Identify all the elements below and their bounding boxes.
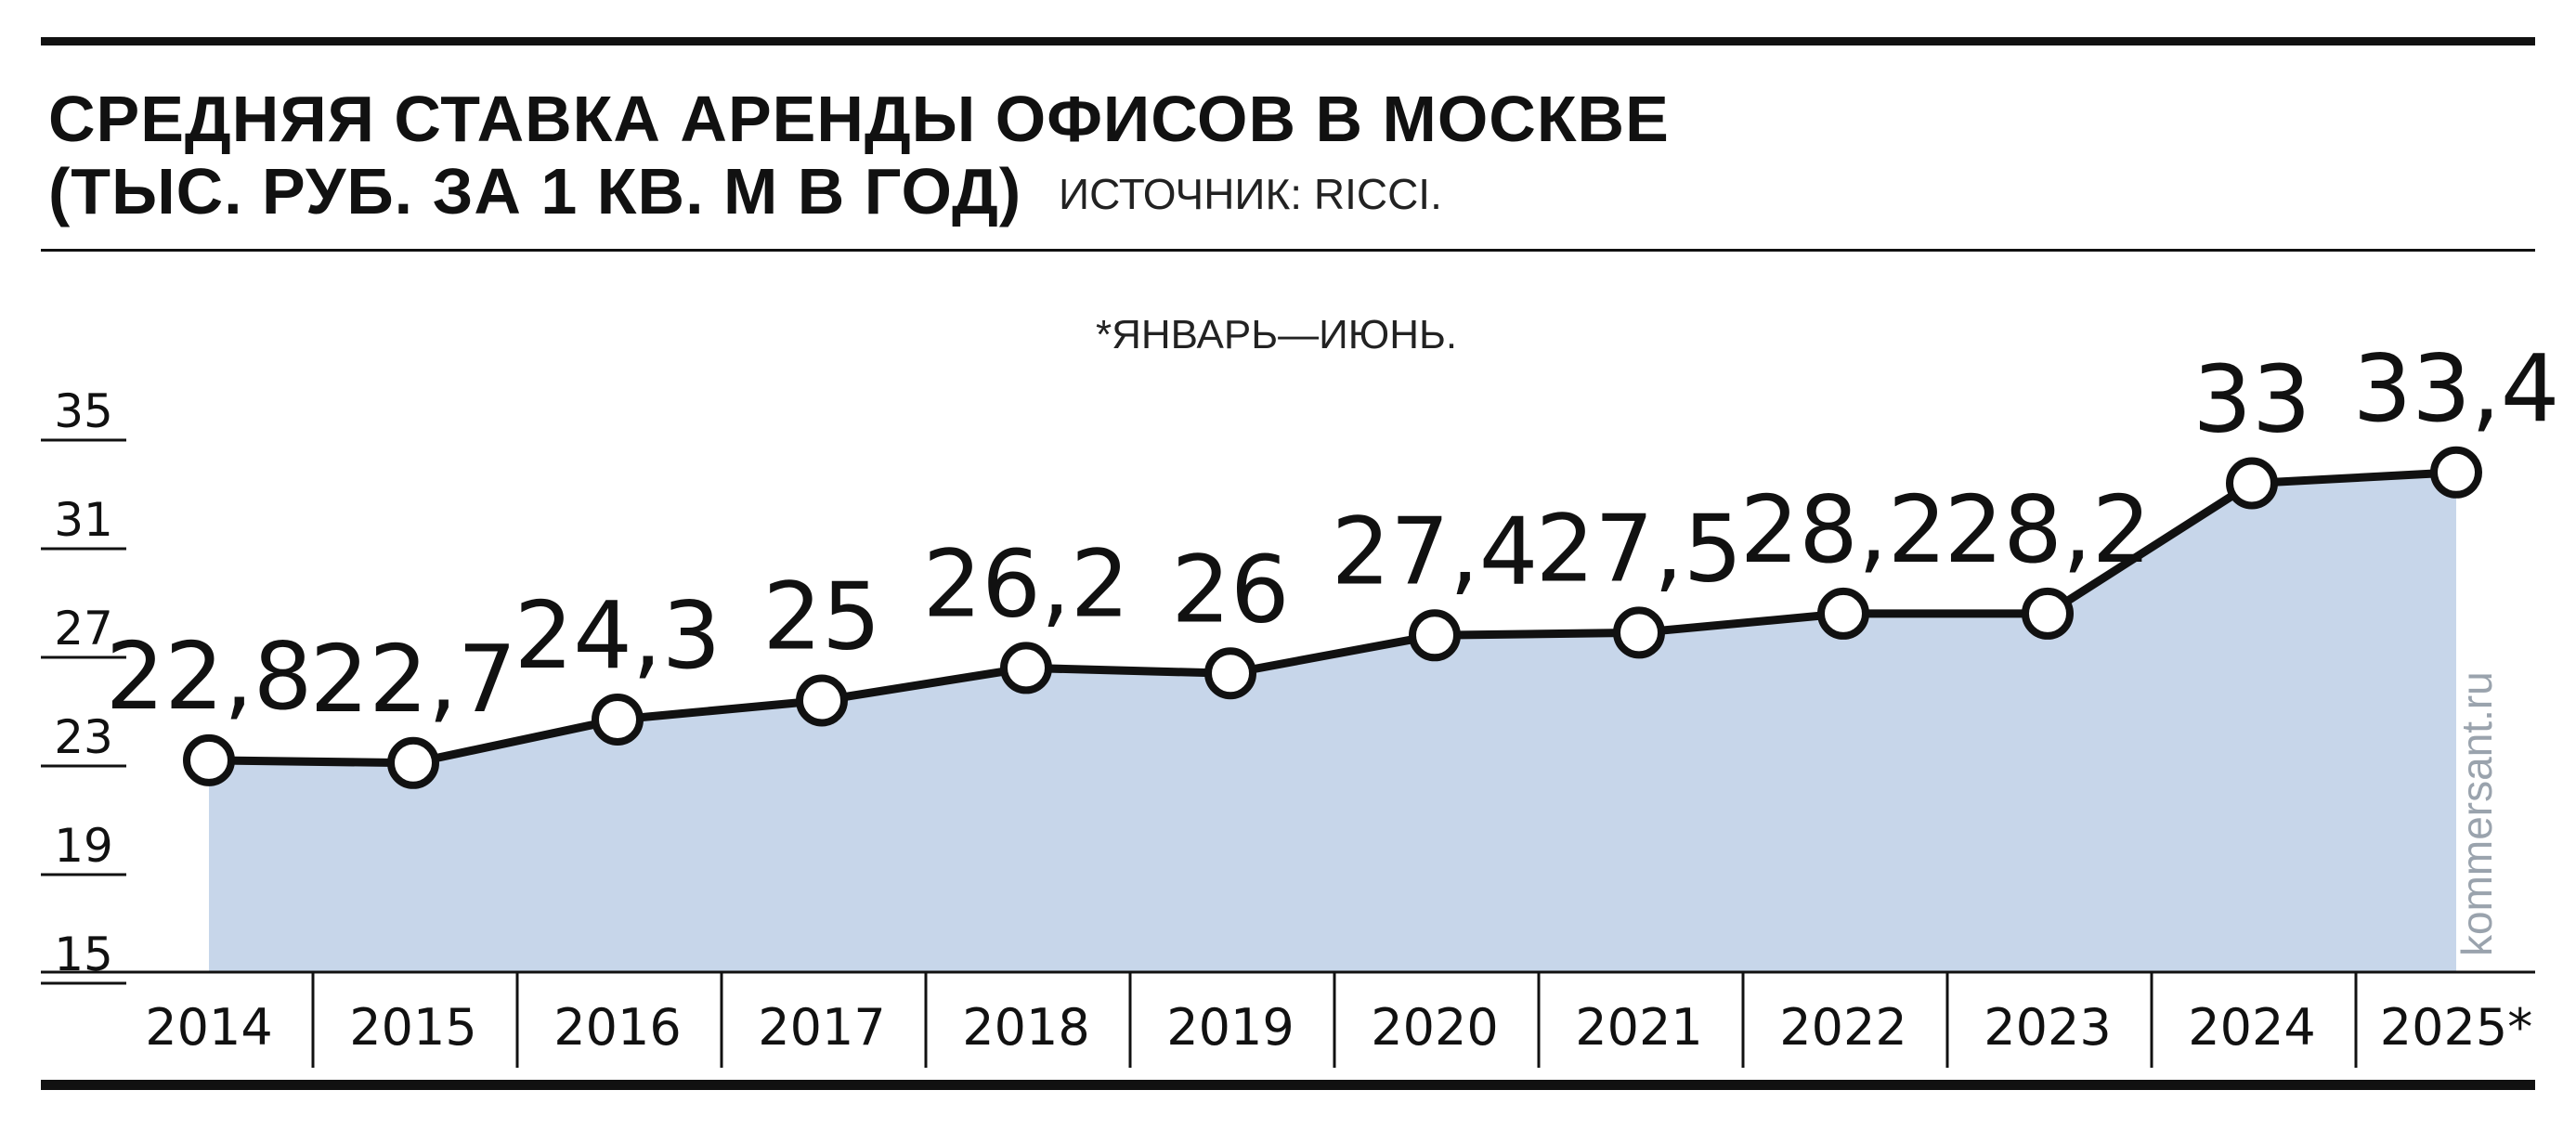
data-label: 27,5 xyxy=(1536,494,1743,603)
data-point xyxy=(1817,587,1869,640)
data-label: 22,8 xyxy=(106,622,313,731)
x-tick-label: 2020 xyxy=(1371,998,1498,1057)
x-tick-label: 2015 xyxy=(349,998,476,1057)
header-rule xyxy=(41,249,2535,252)
data-label: 33 xyxy=(2192,345,2310,454)
data-point xyxy=(1000,642,1052,694)
data-label: 22,7 xyxy=(310,625,517,733)
x-tick-label: 2023 xyxy=(1984,998,2111,1057)
series-line xyxy=(208,468,2457,768)
y-tick-label: 27 xyxy=(54,602,113,655)
watermark: kommersant.ru xyxy=(2452,671,2501,956)
chart-title-line-1: СРЕДНЯЯ СТАВКА АРЕНДЫ ОФИСОВ В МОСКВЕ xyxy=(48,83,1670,155)
footnote: *ЯНВАРЬ—ИЮНЬ. xyxy=(1096,312,1458,357)
x-tick-label: 2025* xyxy=(2380,998,2532,1057)
bottom-rule xyxy=(41,1080,2535,1090)
data-point xyxy=(2022,587,2074,640)
x-tick-label: 2018 xyxy=(962,998,1089,1057)
source-note: ИСТОЧНИК: RICCI. xyxy=(1059,170,1442,218)
data-point xyxy=(796,674,848,727)
x-tick-label: 2021 xyxy=(1575,998,1702,1057)
y-tick-label: 35 xyxy=(54,384,113,438)
top-rule xyxy=(41,37,2535,45)
data-point xyxy=(1613,606,1665,659)
data-point xyxy=(1409,609,1461,662)
x-tick-label: 2017 xyxy=(758,998,885,1057)
area-fill xyxy=(209,472,2456,972)
chart-title-line-2: (ТЫС. РУБ. ЗА 1 КВ. М В ГОД) xyxy=(48,155,1022,227)
data-point xyxy=(387,736,439,789)
data-point xyxy=(592,693,644,746)
x-tick-label: 2022 xyxy=(1779,998,1906,1057)
data-point xyxy=(183,733,235,786)
data-label: 26,2 xyxy=(923,529,1130,638)
x-tick-label: 2014 xyxy=(145,998,272,1057)
data-label: 24,3 xyxy=(514,581,722,690)
data-point xyxy=(2226,457,2278,510)
x-tick-label: 2024 xyxy=(2188,998,2315,1057)
data-label: 33,4 xyxy=(2353,334,2560,443)
data-label: 28,2 xyxy=(1945,475,2152,584)
y-tick-label: 23 xyxy=(54,710,113,764)
data-label: 25 xyxy=(762,563,880,671)
data-label: 28,2 xyxy=(1740,475,1947,584)
x-tick-label: 2016 xyxy=(553,998,681,1057)
y-tick-label: 19 xyxy=(54,819,113,873)
data-point xyxy=(1204,647,1256,700)
data-label: 27,4 xyxy=(1332,497,1539,605)
x-tick-label: 2019 xyxy=(1166,998,1294,1057)
y-tick-label: 31 xyxy=(54,493,113,547)
data-label: 26 xyxy=(1171,535,1289,643)
data-point xyxy=(2430,446,2482,499)
y-tick-label: 15 xyxy=(54,928,113,981)
